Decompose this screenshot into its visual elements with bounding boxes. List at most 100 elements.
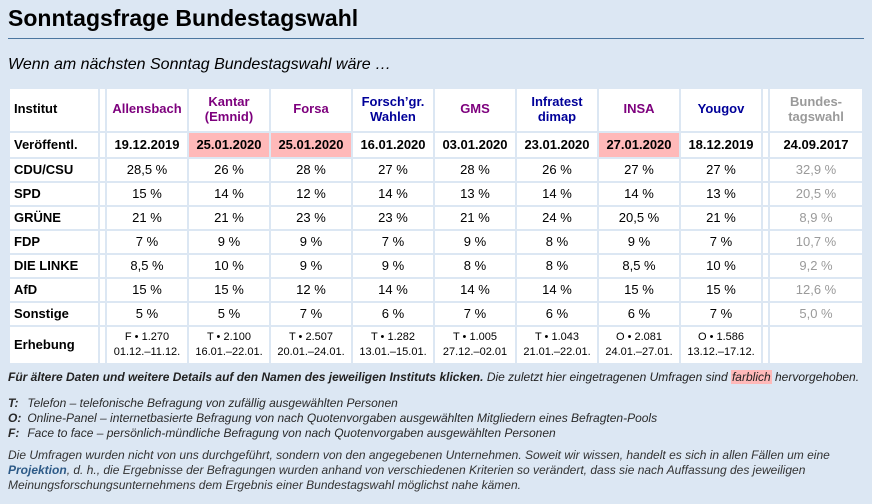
survey-info-yougov: O • 1.586 13.12.–17.12.	[681, 326, 761, 363]
separator-cell	[100, 302, 105, 325]
projektion-link[interactable]: Projektion	[8, 462, 67, 477]
poll-value-fdp-allensbach: 7 %	[107, 230, 187, 253]
institute-link-forsa[interactable]: Forsa	[293, 101, 329, 117]
separator-cell	[763, 132, 768, 157]
publication-date-row: Veröffentl. 19.12.2019 25.01.2020 25.01.202…	[10, 132, 862, 157]
party-row-cdu-csu: CDU/CSU 28,5 % 26 % 28 % 27 % 28 % 26 % 27 % 27 …	[10, 158, 862, 181]
survey-method-size: T • 1.005	[452, 330, 497, 343]
survey-info-row: Erhebung F • 1.270 01.12.–11.12. T • 2.100 1…	[10, 326, 862, 363]
legend-text-o: Online-Panel – internetbasierte Befragun…	[27, 410, 658, 425]
poll-value-fdp-gms: 9 %	[435, 230, 515, 253]
separator-cell	[100, 326, 105, 363]
party-label-grüne: GRÜNE	[10, 206, 98, 229]
election-column-label: Bundes-tagswahl	[788, 93, 844, 124]
survey-info-bundes-tagswahl	[770, 326, 862, 363]
poll-table: Institut Allensbach Kantar (Emnid) Forsa For…	[8, 87, 864, 365]
survey-method-size: T • 1.282	[370, 330, 415, 343]
party-row-die-linke: DIE LINKE 8,5 % 10 % 9 % 9 % 8 % 8 % 8,5 % 10 % 9…	[10, 254, 862, 277]
separator-cell	[100, 278, 105, 301]
separator-cell	[100, 88, 105, 131]
separator-cell	[763, 326, 768, 363]
institute-header-kantar-emnid: Kantar (Emnid)	[189, 88, 269, 131]
institute-link-insa[interactable]: INSA	[623, 101, 655, 117]
survey-info-infratest-dimap: T • 1.043 21.01.–22.01.	[517, 326, 597, 363]
publication-date-gms: 03.01.2020	[435, 132, 515, 157]
poll-value-spd-infratest-dimap: 14 %	[517, 182, 597, 205]
poll-value-fdp-infratest-dimap: 8 %	[517, 230, 597, 253]
poll-value-grüne-allensbach: 21 %	[107, 206, 187, 229]
published-label: Veröffentl.	[10, 132, 98, 157]
poll-value-cdu-csu-gms: 28 %	[435, 158, 515, 181]
poll-value-afd-forsa: 12 %	[271, 278, 351, 301]
separator-cell	[100, 230, 105, 253]
institute-link-forsch-gr-wahlen[interactable]: Forsch’gr. Wahlen	[361, 93, 425, 124]
separator-cell	[763, 206, 768, 229]
publication-date-forsch-gr-wahlen: 16.01.2020	[353, 132, 433, 157]
poll-value-grüne-yougov: 21 %	[681, 206, 761, 229]
survey-method-size: O • 2.081	[615, 330, 663, 343]
poll-value-fdp-bundes-tagswahl: 10,7 %	[770, 230, 862, 253]
survey-info-kantar-emnid: T • 2.100 16.01.–22.01.	[189, 326, 269, 363]
institute-header-allensbach: Allensbach	[107, 88, 187, 131]
institute-link-yougov[interactable]: Yougov	[697, 101, 745, 117]
poll-value-fdp-yougov: 7 %	[681, 230, 761, 253]
institute-header-infratest-dimap: Infratest dimap	[517, 88, 597, 131]
institute-link-gms[interactable]: GMS	[460, 101, 490, 117]
corner-label: Institut	[10, 88, 98, 131]
party-row-spd: SPD 15 % 14 % 12 % 14 % 13 % 14 % 14 % 13 % 20,5 …	[10, 182, 862, 205]
separator-cell	[100, 158, 105, 181]
publication-date-infratest-dimap: 23.01.2020	[517, 132, 597, 157]
poll-value-grüne-bundes-tagswahl: 8,9 %	[770, 206, 862, 229]
poll-value-grüne-forsch-gr-wahlen: 23 %	[353, 206, 433, 229]
legend-key-t: T:	[8, 395, 19, 410]
survey-period: 27.12.–02.01	[442, 345, 508, 358]
poll-value-die-linke-forsa: 9 %	[271, 254, 351, 277]
legend-key-o: O:	[8, 410, 22, 425]
poll-value-cdu-csu-insa: 27 %	[599, 158, 679, 181]
party-row-afd: AfD 15 % 15 % 12 % 14 % 14 % 14 % 15 % 15 % 12,6 …	[10, 278, 862, 301]
publication-date-forsa: 25.01.2020	[271, 132, 351, 157]
poll-value-cdu-csu-bundes-tagswahl: 32,9 %	[770, 158, 862, 181]
survey-method-size: T • 2.507	[288, 330, 333, 343]
poll-value-fdp-forsch-gr-wahlen: 7 %	[353, 230, 433, 253]
survey-period: 13.01.–15.01.	[359, 345, 427, 358]
survey-info-forsa: T • 2.507 20.01.–24.01.	[271, 326, 351, 363]
page-title: Sonntagsfrage Bundestagswahl	[8, 5, 359, 31]
survey-method-size: O • 1.586	[697, 330, 745, 343]
institute-header-gms: GMS	[435, 88, 515, 131]
institute-header-forsa: Forsa	[271, 88, 351, 131]
survey-period: 24.01.–27.01.	[605, 345, 673, 358]
poll-value-die-linke-allensbach: 8,5 %	[107, 254, 187, 277]
result-column-header: Bundes-tagswahl	[770, 88, 862, 131]
poll-value-spd-gms: 13 %	[435, 182, 515, 205]
survey-method-size: T • 1.043	[534, 330, 579, 343]
survey-info-gms: T • 1.005 27.12.–02.01	[435, 326, 515, 363]
institute-link-kantar-emnid[interactable]: Kantar (Emnid)	[204, 93, 254, 124]
institute-header-forsch-gr-wahlen: Forsch’gr. Wahlen	[353, 88, 433, 131]
poll-value-cdu-csu-yougov: 27 %	[681, 158, 761, 181]
survey-method-size: F • 1.270	[124, 330, 170, 343]
legend-text-f: Face to face – persönlich-mündliche Befr…	[27, 425, 556, 440]
poll-value-grüne-infratest-dimap: 24 %	[517, 206, 597, 229]
party-row-grüne: GRÜNE 21 % 21 % 23 % 23 % 21 % 24 % 20,5 % 21 % 8…	[10, 206, 862, 229]
poll-value-grüne-forsa: 23 %	[271, 206, 351, 229]
institute-link-infratest-dimap[interactable]: Infratest dimap	[531, 93, 583, 124]
disclaimer-before: Die Umfragen wurden nicht von uns durchg…	[8, 447, 830, 462]
institute-link-allensbach[interactable]: Allensbach	[112, 101, 182, 117]
separator-cell	[100, 254, 105, 277]
party-label-afd: AfD	[10, 278, 98, 301]
poll-question: Wenn am nächsten Sonntag Bundestagswahl …	[8, 55, 392, 73]
poll-value-sonstige-forsch-gr-wahlen: 6 %	[353, 302, 433, 325]
disclaimer-after: , d. h., die Ergebnisse der Befragungen …	[8, 462, 806, 492]
poll-value-die-linke-insa: 8,5 %	[599, 254, 679, 277]
poll-value-afd-forsch-gr-wahlen: 14 %	[353, 278, 433, 301]
poll-value-die-linke-forsch-gr-wahlen: 9 %	[353, 254, 433, 277]
survey-period: 01.12.–11.12.	[113, 345, 181, 358]
institute-header-yougov: Yougov	[681, 88, 761, 131]
poll-value-sonstige-forsa: 7 %	[271, 302, 351, 325]
footnote-tail: hervorgehoben.	[775, 369, 860, 384]
poll-value-grüne-insa: 20,5 %	[599, 206, 679, 229]
poll-value-afd-kantar-emnid: 15 %	[189, 278, 269, 301]
legend-item-online-panel: O: Online-Panel – internetbasierte Befra…	[8, 411, 864, 426]
publication-date-insa: 27.01.2020	[599, 132, 679, 157]
